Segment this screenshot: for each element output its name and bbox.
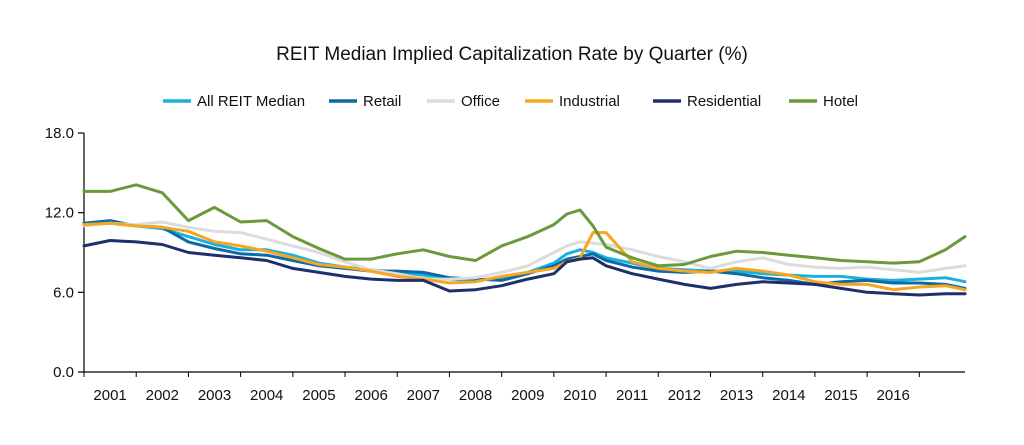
series-line-all-reit-median: [82, 221, 967, 284]
legend-item-retail: Retail: [329, 93, 401, 110]
x-tick-label: 2011: [616, 387, 648, 404]
legend-item-office: Office: [427, 93, 500, 110]
y-tick-label: 12.0: [45, 205, 74, 222]
legend-label: Retail: [363, 93, 401, 110]
x-tick-label: 2013: [720, 387, 753, 404]
legend-item-hotel: Hotel: [789, 93, 858, 110]
series-line-office: [82, 220, 967, 281]
x-tick-label: 2008: [459, 387, 492, 404]
legend-label: Office: [461, 93, 500, 110]
legend-label: Industrial: [559, 93, 620, 110]
legend-label: All REIT Median: [197, 93, 305, 110]
x-tick-label: 2015: [824, 387, 857, 404]
x-tick-label: 2005: [302, 387, 335, 404]
y-tick-label: 0.0: [53, 364, 74, 381]
x-tick-label: 2012: [668, 387, 701, 404]
series-line-industrial: [82, 221, 967, 292]
x-tick-label: 2010: [563, 387, 596, 404]
series-line-residential: [82, 239, 967, 297]
series-line-hotel: [82, 183, 967, 268]
legend-label: Hotel: [823, 93, 858, 110]
legend-item-industrial: Industrial: [525, 93, 620, 110]
series-lines: [82, 183, 967, 297]
chart-title: REIT Median Implied Capitalization Rate …: [276, 44, 748, 65]
x-tick-label: 2006: [354, 387, 387, 404]
x-tick-label: 2016: [877, 387, 910, 404]
x-tick-label: 2001: [93, 387, 126, 404]
legend-label: Residential: [687, 93, 761, 110]
x-tick-label: 2014: [772, 387, 805, 404]
y-axis: 0.0 6.0 12.0 18.0: [45, 125, 85, 381]
x-tick-label: 2007: [407, 387, 440, 404]
x-tick-label: 2009: [511, 387, 544, 404]
x-tick-label: 2002: [146, 387, 179, 404]
legend: All REIT Median Retail Office Industrial Res…: [163, 93, 858, 110]
legend-item-residential: Residential: [653, 93, 761, 110]
legend-item-all-reit-median: All REIT Median: [163, 93, 305, 110]
y-tick-label: 6.0: [53, 284, 74, 301]
x-axis: 2001 2002 2003 2004 2005 2006 2007 2008 2009 2010…: [83, 371, 965, 404]
y-tick-label: 18.0: [45, 125, 74, 142]
x-tick-label: 2004: [250, 387, 283, 404]
x-tick-label: 2003: [198, 387, 231, 404]
